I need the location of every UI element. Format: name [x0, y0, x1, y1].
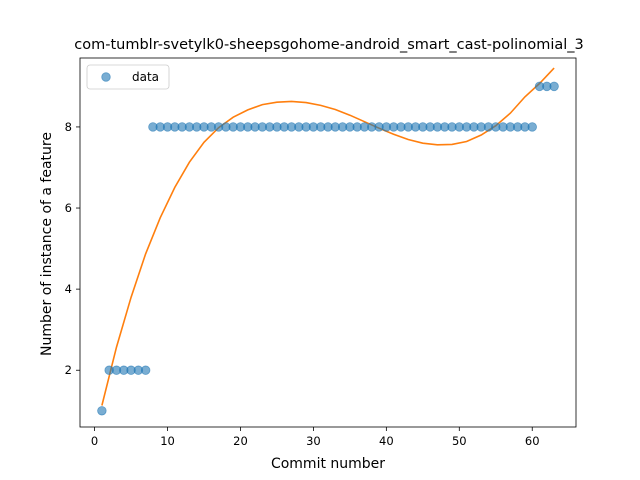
x-tick-label: 60 — [525, 434, 540, 448]
legend-label: data — [132, 70, 159, 84]
chart-title: com-tumblr-svetylk0-sheepsgohome-android… — [74, 37, 583, 53]
legend-marker — [102, 73, 111, 82]
x-tick-label: 50 — [452, 434, 467, 448]
x-tick-label: 10 — [160, 434, 175, 448]
x-axis-label: Commit number — [271, 456, 385, 472]
data-point — [528, 123, 537, 132]
y-axis-label: Number of instance of a feature — [39, 132, 55, 356]
data-point — [98, 406, 107, 415]
x-tick-label: 40 — [379, 434, 394, 448]
x-tick-label: 0 — [91, 434, 98, 448]
y-tick-label: 8 — [65, 120, 72, 134]
data-point — [550, 82, 559, 91]
x-tick-label: 30 — [306, 434, 321, 448]
y-tick-label: 6 — [65, 201, 72, 215]
x-tick-label: 20 — [233, 434, 248, 448]
y-tick-label: 4 — [65, 282, 72, 296]
data-point — [141, 366, 150, 375]
y-tick-label: 2 — [65, 363, 72, 377]
